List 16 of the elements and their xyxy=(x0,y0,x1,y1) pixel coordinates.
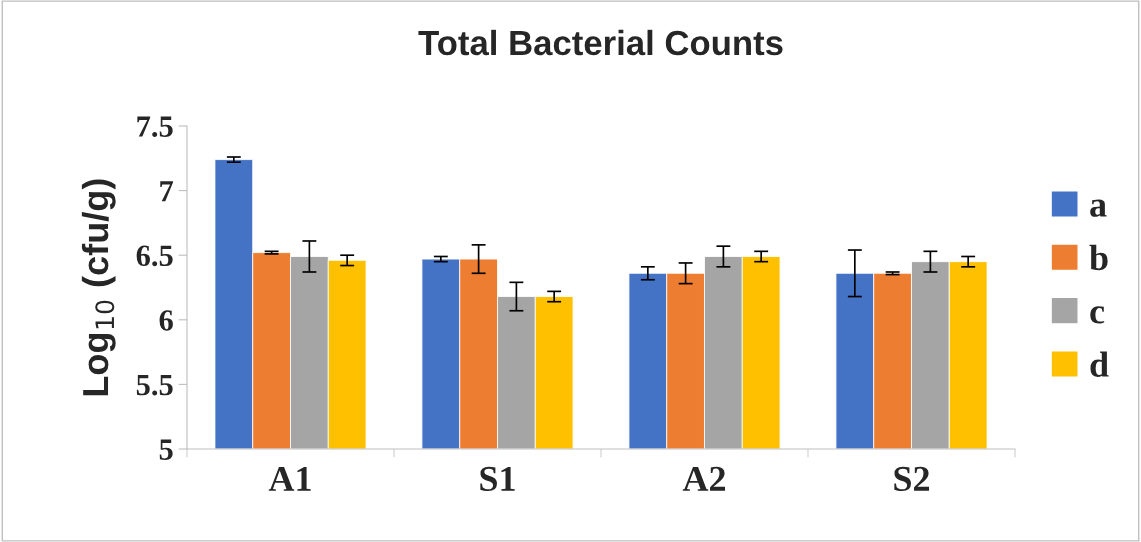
y-tick-label: 6 xyxy=(159,310,173,331)
x-tick-label: S2 xyxy=(894,466,930,492)
y-tick-label: 7.5 xyxy=(137,116,173,138)
legend-label: c xyxy=(1090,306,1105,324)
y-tick-label: 5 xyxy=(159,439,173,460)
legend-label: b xyxy=(1089,244,1108,271)
x-tick-label: A1 xyxy=(268,466,311,491)
y-tick-label: 5.5 xyxy=(136,374,173,396)
y-tick-label: 6.5 xyxy=(136,245,173,267)
legend-label: d xyxy=(1090,351,1109,377)
y-tick-label: 7 xyxy=(160,181,174,202)
x-tick-label: A2 xyxy=(682,466,726,491)
x-tick-label: S1 xyxy=(480,466,515,492)
chart-title: Total Bacterial Counts xyxy=(418,29,783,56)
y-axis-title: Log$_{10}$ (cfu/g) xyxy=(81,179,116,396)
legend-label: a xyxy=(1090,199,1107,217)
